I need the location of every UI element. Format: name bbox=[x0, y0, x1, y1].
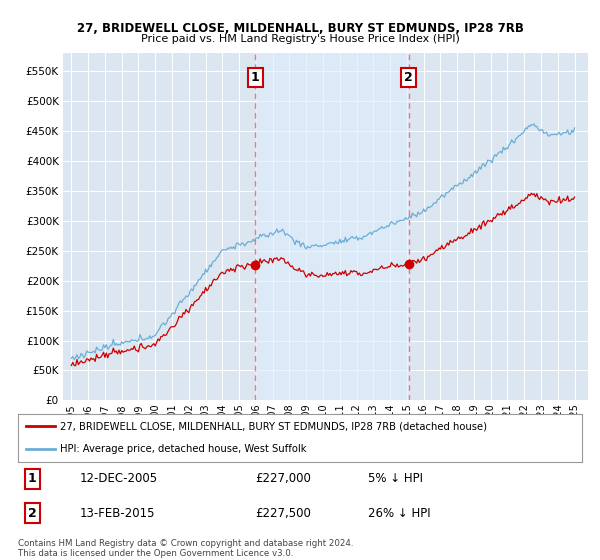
Text: 2: 2 bbox=[28, 507, 37, 520]
Text: £227,500: £227,500 bbox=[255, 507, 311, 520]
Text: 26% ↓ HPI: 26% ↓ HPI bbox=[368, 507, 430, 520]
Text: 13-FEB-2015: 13-FEB-2015 bbox=[80, 507, 155, 520]
Text: 27, BRIDEWELL CLOSE, MILDENHALL, BURY ST EDMUNDS, IP28 7RB (detached house): 27, BRIDEWELL CLOSE, MILDENHALL, BURY ST… bbox=[60, 421, 487, 431]
Bar bbox=[255, 53, 409, 400]
Text: 12-DEC-2005: 12-DEC-2005 bbox=[80, 473, 158, 486]
Text: 2: 2 bbox=[404, 71, 413, 83]
Text: £227,000: £227,000 bbox=[255, 473, 311, 486]
Text: HPI: Average price, detached house, West Suffolk: HPI: Average price, detached house, West… bbox=[60, 444, 307, 454]
Text: Price paid vs. HM Land Registry's House Price Index (HPI): Price paid vs. HM Land Registry's House … bbox=[140, 34, 460, 44]
Text: Contains HM Land Registry data © Crown copyright and database right 2024.
This d: Contains HM Land Registry data © Crown c… bbox=[18, 539, 353, 558]
Text: 5% ↓ HPI: 5% ↓ HPI bbox=[368, 473, 422, 486]
Text: 1: 1 bbox=[28, 473, 37, 486]
Text: 1: 1 bbox=[251, 71, 259, 83]
Text: 27, BRIDEWELL CLOSE, MILDENHALL, BURY ST EDMUNDS, IP28 7RB: 27, BRIDEWELL CLOSE, MILDENHALL, BURY ST… bbox=[77, 22, 523, 35]
